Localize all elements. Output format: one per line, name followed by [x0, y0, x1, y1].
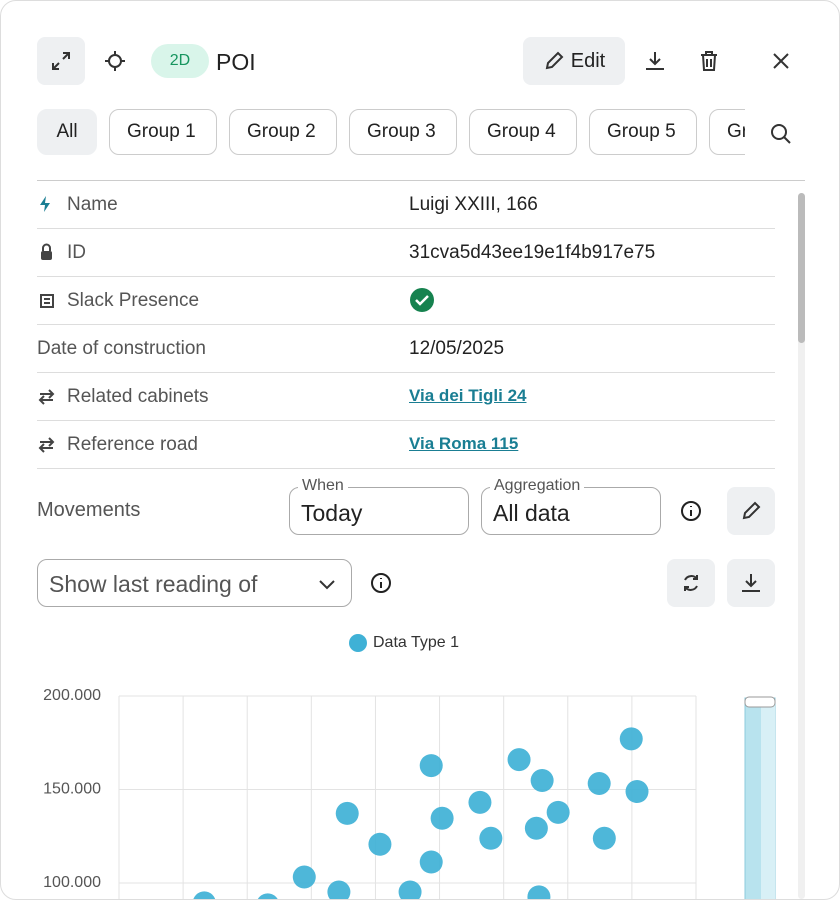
status-icon [409, 287, 435, 319]
tab[interactable]: Group 1 [109, 109, 217, 155]
close-button[interactable] [771, 51, 791, 71]
property-label: Name [67, 194, 118, 215]
point [592, 826, 616, 850]
info-icon[interactable] [680, 500, 702, 522]
scroll-thumb[interactable] [798, 193, 805, 343]
row-icon [37, 387, 57, 413]
legend-label: Data Type 1 [373, 634, 459, 651]
point [419, 754, 443, 778]
edit-button[interactable]: Edit [523, 37, 625, 85]
point [625, 780, 649, 804]
property-label: Slack Presence [67, 290, 200, 311]
icon [545, 51, 564, 70]
property-value: Luigi XXIII, 166 [409, 194, 538, 215]
row-icon [37, 243, 57, 269]
tab[interactable]: Group 4 [469, 109, 577, 155]
refresh-button[interactable] [667, 559, 715, 607]
info-icon[interactable] [370, 572, 392, 594]
row-icon [37, 195, 57, 221]
point [468, 790, 492, 814]
icon [742, 574, 760, 592]
reading-select[interactable]: Show last reading of [37, 559, 352, 607]
point [292, 865, 316, 889]
point [335, 801, 359, 825]
download-button[interactable] [644, 50, 666, 72]
property-row: Name Luigi XXIII, 166 [37, 180, 775, 229]
icon [52, 52, 70, 70]
point [546, 800, 570, 824]
divider [37, 180, 805, 181]
when-field[interactable]: When Today [289, 477, 469, 535]
point [587, 772, 611, 796]
field-label: Aggregation [490, 477, 585, 495]
delete-button[interactable] [698, 50, 720, 72]
property-value: 12/05/2025 [409, 338, 505, 359]
badge: 2D [151, 44, 209, 78]
edit-movements[interactable] [727, 487, 775, 535]
row-icon [37, 435, 57, 461]
tab-bar: All Group 1 Group 2 Group 3 Group 4 Group 5 Gr [1, 1, 745, 171]
property-row: Reference road Via Roma 115 [37, 420, 775, 469]
aggregation-field[interactable]: Aggregation All data [481, 477, 661, 535]
point [527, 885, 551, 899]
point [419, 850, 443, 874]
row-icon [37, 291, 57, 317]
icon [742, 501, 761, 520]
tab[interactable]: Gr [709, 109, 745, 155]
edit-label: Edit [570, 49, 606, 72]
icon [684, 575, 698, 591]
tab[interactable]: Group 5 [589, 109, 697, 155]
y-tick-label: 200.000 [43, 687, 101, 704]
chart: 100.000 150.000 200.000 Data Type 1 [43, 634, 776, 899]
select-value: Show last reading of [49, 571, 258, 597]
point [193, 891, 216, 899]
property-row: Date of construction 12/05/2025 [37, 324, 775, 373]
tab[interactable]: All [37, 109, 97, 155]
property-link[interactable]: Via dei Tigli 24 [409, 386, 527, 405]
download-chart[interactable] [727, 559, 775, 607]
point [479, 826, 503, 850]
point [530, 769, 554, 793]
property-value: 31cva5d43ee19e1f4b917e75 [409, 242, 656, 263]
property-link[interactable]: Via Roma 115 [409, 434, 519, 453]
point [257, 893, 278, 899]
legend-marker [349, 634, 367, 652]
locate-button[interactable] [104, 50, 126, 72]
point [368, 832, 392, 856]
property-label: Date of construction [37, 338, 206, 359]
property-label: Related cabinets [67, 386, 209, 407]
point [619, 727, 643, 751]
property-label: ID [67, 242, 86, 263]
y-tick-label: 100.000 [43, 874, 101, 891]
y-tick-label: 150.000 [43, 781, 101, 798]
scrollbar [798, 193, 805, 899]
tab[interactable]: Group 3 [349, 109, 457, 155]
point [524, 816, 548, 840]
point [327, 880, 351, 899]
search-button[interactable] [770, 123, 792, 145]
point [430, 806, 454, 830]
point [398, 880, 422, 899]
field-value: All data [493, 500, 570, 526]
property-row: Slack Presence [37, 276, 775, 325]
property-label: Reference road [67, 434, 198, 455]
point [507, 748, 531, 772]
property-row: ID 31cva5d43ee19e1f4b917e75 [37, 228, 775, 277]
chevron [319, 580, 335, 590]
title: POI [216, 49, 256, 75]
field-value: Today [301, 500, 363, 526]
tab[interactable]: Group 2 [229, 109, 337, 155]
property-row: Related cabinets Via dei Tigli 24 [37, 372, 775, 421]
slider-handle[interactable] [744, 696, 776, 708]
field-label: When [298, 477, 348, 495]
expand-button[interactable] [37, 37, 85, 85]
slider-fill [761, 701, 775, 899]
movements-label: Movements [37, 499, 141, 521]
